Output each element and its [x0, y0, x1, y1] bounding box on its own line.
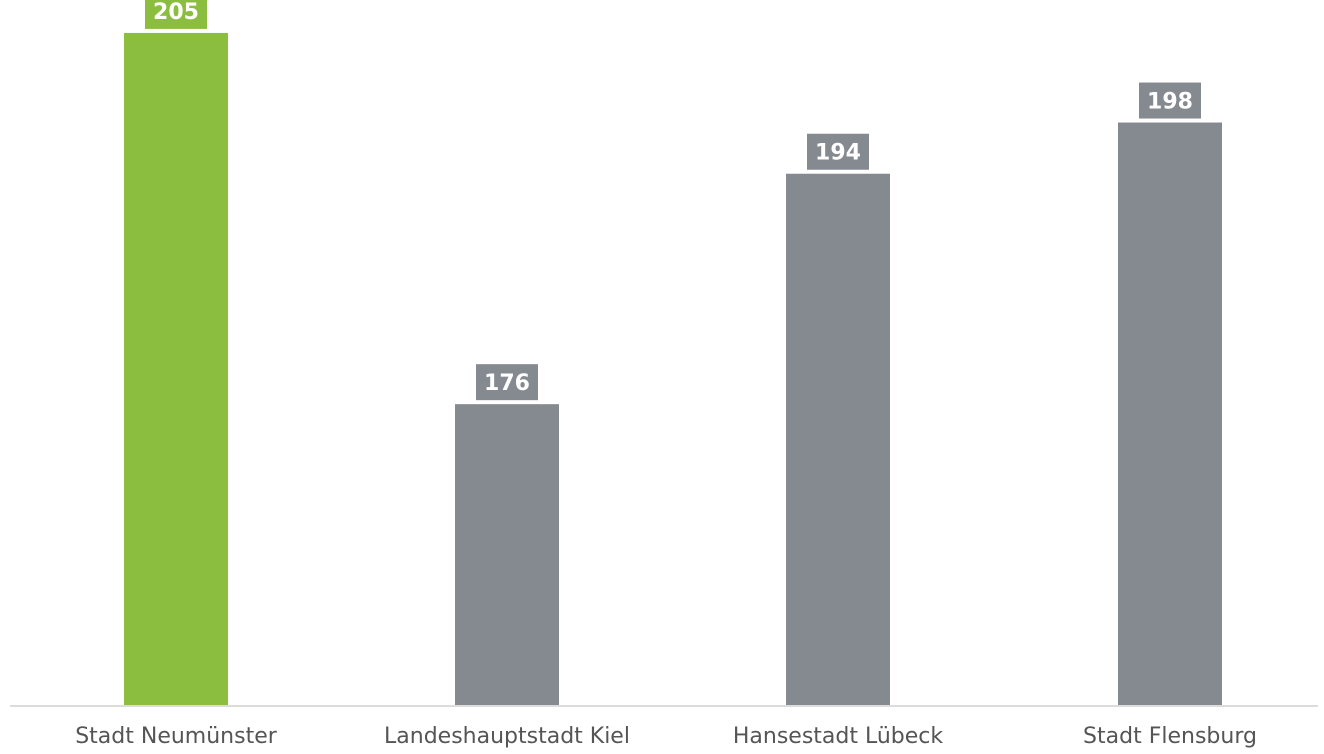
bar-4 [1118, 122, 1222, 705]
data-label-3: 194 [815, 141, 861, 166]
bar-3 [786, 173, 890, 705]
data-label-box-1 [145, 0, 207, 29]
data-label-box-2 [476, 364, 538, 401]
x-tick-label-2: Landeshauptstadt Kiel [384, 724, 630, 749]
x-tick-label-3: Hansestadt Lübeck [733, 724, 944, 749]
x-tick-label-1: Stadt Neumünster [75, 724, 278, 749]
bar-2 [455, 404, 559, 705]
data-label-4: 198 [1147, 90, 1193, 115]
bar-1 [124, 32, 228, 706]
data-label-1: 205 [153, 0, 199, 25]
x-tick-label-4: Stadt Flensburg [1083, 724, 1257, 749]
data-label-2: 176 [484, 371, 530, 396]
data-label-box-4 [1139, 82, 1201, 119]
x-axis-tick-labels: Stadt Neumünster Landeshauptstadt Kiel Han… [75, 724, 1257, 749]
data-labels-layer: 205 176 194 198 [145, 0, 1201, 401]
bars-layer [124, 32, 1222, 706]
data-label-box-3 [807, 133, 869, 170]
